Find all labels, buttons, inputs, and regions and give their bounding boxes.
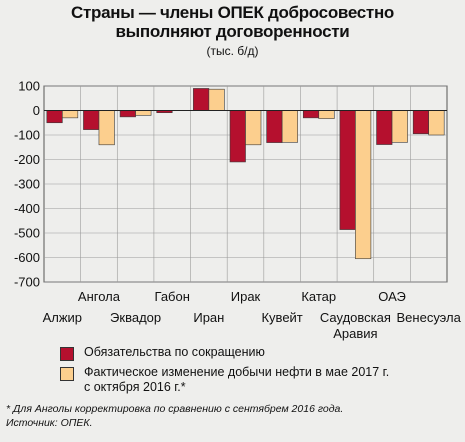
legend-item-series2: Фактическое изменение добычи нефти в мае… [60, 364, 460, 396]
x-category-label: Кувейт [261, 310, 302, 325]
y-tick-label: -700 [14, 275, 40, 290]
legend: Обязательства по сокращению Фактическое … [60, 344, 460, 396]
bar-series1 [266, 110, 283, 143]
legend-swatch-series1 [60, 347, 74, 361]
bar-series2 [98, 110, 115, 146]
footnotes: * Для Анголы корректировка по сравнению … [6, 402, 461, 430]
x-category-label: Саудовская [320, 310, 391, 325]
legend-label-series2-line-1: Фактическое изменение добычи нефти в мае… [84, 365, 390, 379]
bar-series2 [391, 110, 408, 143]
chart-title: Страны — члены ОПЕК добросовестно выполн… [0, 3, 465, 41]
source-note: Источник: ОПЕК. [6, 417, 93, 429]
y-tick-label: -500 [14, 226, 40, 241]
bar-series1 [229, 110, 246, 163]
legend-item-series1: Обязательства по сокращению [60, 344, 460, 364]
bar-series1 [302, 110, 320, 119]
bar-series1 [46, 110, 63, 124]
y-tick-label: -600 [14, 250, 40, 265]
y-tick-label: -400 [14, 201, 40, 216]
x-category-label: Аравия [333, 326, 377, 341]
chart-subtitle: (тыс. б/д) [206, 44, 259, 58]
bar-series2 [318, 110, 335, 119]
y-tick-label: -200 [14, 152, 40, 167]
chart-title-line-1: Страны — члены ОПЕК добросовестно [70, 3, 394, 22]
bar-series2 [245, 110, 262, 146]
legend-label-series2: Фактическое изменение добычи нефти в мае… [84, 365, 389, 395]
bar-series2 [208, 88, 225, 111]
y-tick-label: -100 [14, 128, 40, 143]
x-category-label: Венесуэла [397, 310, 462, 325]
x-category-label: Катар [301, 289, 336, 304]
chart-title-line-2: выполняют договоренности [115, 22, 350, 41]
x-category-label: Алжир [43, 310, 82, 325]
x-category-label: ОАЭ [378, 289, 406, 304]
bar-series1 [376, 110, 393, 145]
bar-series1 [83, 110, 100, 130]
bar-series2 [62, 110, 79, 119]
x-category-label: Ирак [231, 289, 261, 304]
bar-series1 [193, 88, 210, 111]
legend-swatch-series2 [60, 367, 74, 381]
bar-chart: 100 0 -100 -200 -300 -400 -500 -600 -700 Алжир Анг… [14, 79, 462, 342]
legend-label-series2-line-2: с октября 2016 г.* [84, 380, 186, 394]
x-category-label: Габон [155, 289, 190, 304]
x-category-label: Эквадор [110, 310, 161, 325]
y-tick-label: 100 [18, 79, 40, 94]
x-category-label: Ангола [78, 289, 121, 304]
y-tick-label: -300 [14, 177, 40, 192]
y-tick-label: 0 [33, 103, 40, 118]
bar-series2 [428, 110, 445, 136]
x-category-label: Иран [193, 310, 224, 325]
bar-series1 [412, 110, 429, 135]
legend-label-series1: Обязательства по сокращению [84, 345, 265, 359]
bar-series2 [281, 110, 298, 143]
bar-series1 [339, 110, 356, 230]
footnote: * Для Анголы корректировка по сравнению … [6, 403, 344, 415]
bar-series2 [355, 110, 372, 260]
bar-series1 [119, 110, 136, 118]
bar-series2 [135, 110, 152, 116]
